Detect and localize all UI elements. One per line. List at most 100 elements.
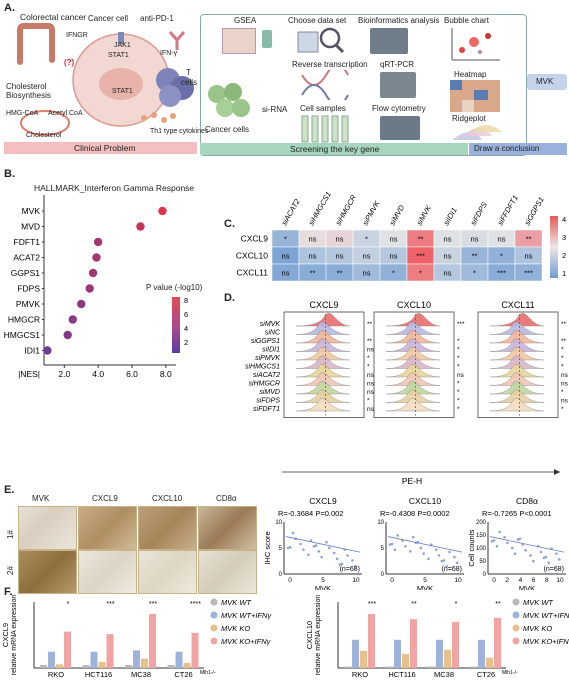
panel-d-condition-label: siGGPS1 xyxy=(251,338,280,345)
panel-f-bar xyxy=(40,665,47,668)
panel-c-cell-label: ns xyxy=(336,235,344,244)
panel-e-point xyxy=(455,561,459,565)
panel-e-xtick: 0 xyxy=(492,577,496,584)
panel-e-point xyxy=(328,546,331,550)
panel-f-bar xyxy=(125,665,132,668)
panel-d-ridge xyxy=(489,330,545,344)
panel-c-col-label: siFDPS xyxy=(468,200,489,227)
panel-d-ridge xyxy=(295,338,351,352)
panel-e-ytick: 150 xyxy=(476,533,487,539)
panel-d-sig: * xyxy=(457,355,460,362)
panel-d-condition-label: siHMGCR xyxy=(249,381,281,388)
panel-c-row-label: CXCL11 xyxy=(237,268,269,278)
panel-e-xlabel: MVK xyxy=(417,584,433,590)
panel-d-plot-title: CXCL11 xyxy=(501,300,534,310)
panel-e-point xyxy=(422,552,425,556)
panel-c-colorbar-tick: 1 xyxy=(562,269,566,278)
phone-icon xyxy=(262,30,272,48)
panel-f-sig: *** xyxy=(368,601,376,608)
panel-c-heatmap: siACAT2 siHMGCS1 siHMGCR siPMVK siMVD siMVK si… xyxy=(236,190,566,282)
panel-d-ridge xyxy=(385,372,441,386)
ihc-image-2-cxcl9 xyxy=(78,550,137,594)
panel-e-xtick: 0 xyxy=(288,577,292,584)
panel-b-gene-label: IDI1 xyxy=(24,346,40,356)
panel-c-cell-label: ns xyxy=(444,252,452,261)
panel-f-sig: ** xyxy=(411,601,417,608)
panel-c-cell-label: ns xyxy=(390,252,398,261)
t-cells-label-2: cells xyxy=(181,78,198,87)
panel-b-gene-label: MVK xyxy=(22,206,41,216)
anti-pd1-label: anti-PD-1 xyxy=(140,14,174,23)
ihc-image-1-cd8 xyxy=(198,506,257,550)
panel-b-dot xyxy=(92,253,101,262)
panel-f-sig: * xyxy=(455,601,458,608)
panel-f-bar xyxy=(410,619,417,668)
panel-d-ridge xyxy=(295,355,351,369)
panel-d-ridge xyxy=(385,355,441,369)
panel-d-sig: ** xyxy=(561,338,567,345)
panel-d-condition-label: siPMVK xyxy=(255,355,280,362)
panel-d-ridge xyxy=(489,381,545,395)
panel-e-point xyxy=(506,541,509,545)
panel-b-gene-label: HMGCS1 xyxy=(4,330,41,340)
panel-f-bar xyxy=(48,651,55,668)
panel-e-point xyxy=(445,564,448,568)
panel-f-legend-marker xyxy=(210,637,218,645)
cytokine-dots xyxy=(141,112,176,123)
panel-d-ridge xyxy=(385,398,441,412)
panel-d-sig: * xyxy=(367,398,370,405)
panel-f-bar xyxy=(444,649,451,668)
panel-c-cell-label: * xyxy=(419,269,422,278)
panel-e-plot-title: CD8α xyxy=(516,496,538,506)
panel-e-point xyxy=(307,553,310,557)
colon-icon xyxy=(17,23,55,65)
panel-b-dot xyxy=(158,206,167,216)
panel-f-legend-label: MVK KO+IFNγ xyxy=(523,637,569,646)
ihc-image-2-cd8 xyxy=(198,550,257,594)
panel-f-bar xyxy=(191,632,199,668)
qrt-label: qRT-PCR xyxy=(380,60,415,69)
panel-f-legend-marker xyxy=(512,637,520,645)
panel-e-point xyxy=(390,542,394,546)
panel-e-n: (n=68) xyxy=(442,566,462,573)
panel-f-bar xyxy=(352,639,359,668)
panel-e-point xyxy=(332,551,336,555)
panel-f-legend-label: MVK WT+IFNγ xyxy=(221,611,272,620)
panel-f-bar xyxy=(56,664,63,668)
panel-b-dot xyxy=(43,346,52,355)
panel-e-fit-line xyxy=(387,536,463,553)
panel-d-ridge xyxy=(489,389,545,403)
panel-e-point xyxy=(524,549,527,552)
panel-c-cell-label: * xyxy=(500,252,503,261)
panel-e-point xyxy=(498,530,501,534)
panel-d-sig: * xyxy=(457,381,460,388)
panel-f-bar xyxy=(90,651,98,668)
panel-d-ridge xyxy=(295,398,351,412)
dna-icon xyxy=(301,70,349,100)
panel-c-cell-label: *** xyxy=(416,252,425,261)
panel-e-ytick: 0 xyxy=(483,572,487,578)
panel-c-colorbar-tick: 3 xyxy=(562,233,566,242)
panel-e-point xyxy=(404,544,407,548)
panel-c-cell-label: ns xyxy=(309,252,317,261)
panel-b-xtick-label: 4.0 xyxy=(92,369,104,379)
panel-d-ridge xyxy=(489,321,545,335)
panel-c-cell-label: ** xyxy=(337,269,343,278)
stat1b-label: STAT1 xyxy=(112,88,133,95)
panel-e-point xyxy=(309,539,313,542)
panel-e-point xyxy=(495,544,499,548)
panel-c-letter: C. xyxy=(224,218,235,230)
panel-e-point xyxy=(346,554,349,557)
panel-f-bar xyxy=(149,614,156,668)
panel-e-xtick: 2 xyxy=(505,577,509,584)
panel-b-colorbar-tick: 6 xyxy=(184,310,188,319)
panel-e-xtick: 6 xyxy=(532,577,536,584)
screening-label: Screening the key gene xyxy=(290,144,380,154)
panel-e-plot-title: CXCL9 xyxy=(309,496,337,506)
panel-f-legend-marker xyxy=(210,598,218,606)
panel-e-ytick: 5 xyxy=(279,546,283,552)
panel-d-sig: * xyxy=(457,389,460,396)
panel-d-ridge xyxy=(489,398,545,412)
ihc-image-1-cxcl10 xyxy=(138,506,197,550)
panel-b-gene-label: PMVK xyxy=(16,299,40,309)
